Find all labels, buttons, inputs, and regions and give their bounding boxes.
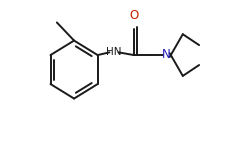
Text: O: O: [129, 9, 138, 22]
Text: N: N: [162, 48, 171, 61]
Text: HN: HN: [106, 47, 122, 57]
